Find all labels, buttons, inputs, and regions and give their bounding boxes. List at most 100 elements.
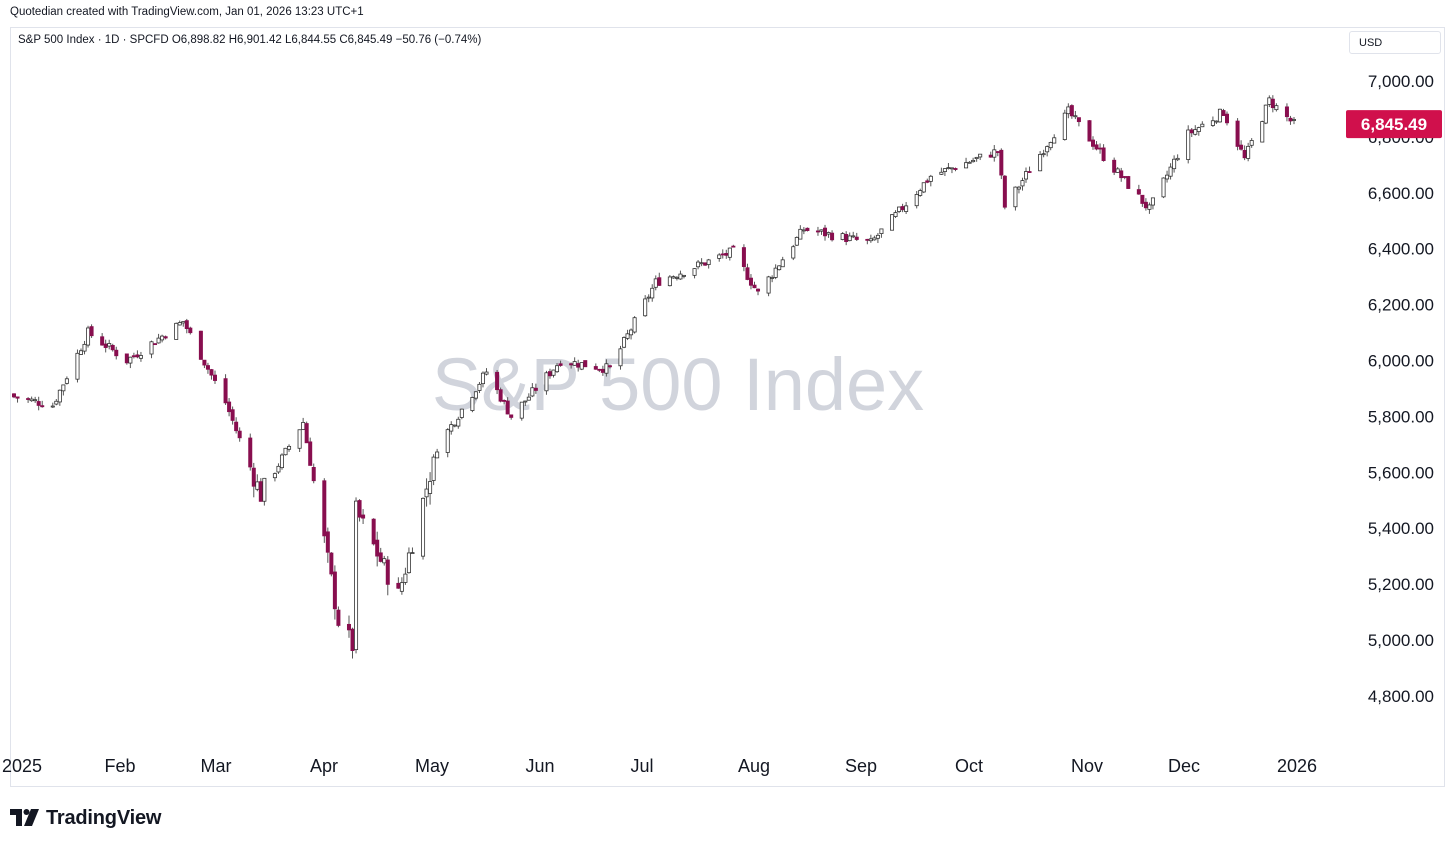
candle xyxy=(375,531,380,567)
price-axis-label: 5,800.00 xyxy=(1368,407,1434,426)
candle xyxy=(519,401,524,421)
candle-body-up xyxy=(431,456,436,481)
candle xyxy=(1052,134,1057,144)
candle xyxy=(971,157,976,163)
candle xyxy=(826,231,831,238)
candle-body-down xyxy=(1140,194,1145,204)
candle-body-up xyxy=(692,268,697,276)
candle xyxy=(1193,125,1198,136)
candle xyxy=(1249,138,1254,148)
candle-body-up xyxy=(61,384,66,392)
candle-body-up xyxy=(82,343,87,352)
candle xyxy=(272,472,277,482)
candle xyxy=(198,330,203,360)
candle-body-up xyxy=(54,400,59,405)
candle-body-up xyxy=(794,237,799,246)
candle-body-down xyxy=(1094,144,1099,150)
candle xyxy=(745,263,750,281)
candle-body-up xyxy=(78,350,83,355)
candle xyxy=(643,295,648,317)
tradingview-logo[interactable]: TradingView xyxy=(10,806,161,830)
candle xyxy=(403,567,408,585)
candle xyxy=(255,474,260,492)
candle-body-up xyxy=(572,361,577,366)
candle-body-down xyxy=(1225,113,1230,124)
candle-body-up xyxy=(868,238,873,242)
candle-body-up xyxy=(445,429,450,453)
candle xyxy=(830,230,835,242)
candle-body-down xyxy=(361,514,366,519)
candle-body-up xyxy=(459,408,464,418)
candle xyxy=(629,328,634,340)
candle xyxy=(780,256,785,268)
candle-body-down xyxy=(1143,201,1148,209)
candle xyxy=(1214,120,1219,125)
candle-body-up xyxy=(29,398,34,402)
last-price-marker: 6,845.49 xyxy=(1346,110,1442,139)
candle xyxy=(357,499,362,522)
candle xyxy=(36,396,41,411)
symbol-legend[interactable]: S&P 500 Index · 1D · SPCFD O6,898.82 H6,… xyxy=(18,34,482,46)
candle-body-up xyxy=(128,356,133,364)
candle xyxy=(223,374,228,405)
candle xyxy=(33,396,38,403)
price-axis-label: 6,000.00 xyxy=(1368,352,1434,371)
candle xyxy=(251,462,256,498)
candle-body-up xyxy=(1038,153,1043,172)
candle xyxy=(558,360,563,367)
candle-body-up xyxy=(64,378,69,384)
candle-body-up xyxy=(1066,106,1071,115)
candle-body-down xyxy=(223,378,228,404)
price-axis-label: 6,400.00 xyxy=(1368,240,1434,259)
candle-body-down xyxy=(583,360,588,368)
candle-body-up xyxy=(914,194,919,207)
candle xyxy=(283,447,288,456)
currency-button[interactable]: USD xyxy=(1349,31,1441,54)
candle-body-down xyxy=(1189,129,1194,134)
candle-body-down xyxy=(325,531,330,553)
candle xyxy=(1115,167,1120,173)
candle-body-up xyxy=(1193,129,1198,135)
candle xyxy=(107,339,112,350)
candle-body-down xyxy=(1270,98,1275,109)
candle xyxy=(583,360,588,368)
candle xyxy=(653,275,658,291)
candle xyxy=(1284,103,1289,122)
watermark: S&P 500 Index xyxy=(432,343,924,426)
last-price-label: 6,845.49 xyxy=(1361,115,1427,134)
candle-body-down xyxy=(15,396,20,399)
candle-body-up xyxy=(403,573,408,583)
candle-body-up xyxy=(456,418,461,427)
candle-body-down xyxy=(576,363,581,368)
candle-body-up xyxy=(629,329,634,336)
candle-body-up xyxy=(272,473,277,479)
candle-body-up xyxy=(551,369,556,376)
candle xyxy=(1200,121,1205,128)
candle xyxy=(1172,155,1177,173)
candle xyxy=(248,433,253,471)
candle-body-down xyxy=(329,552,334,575)
candle-body-down xyxy=(131,355,136,358)
candle-body-down xyxy=(163,336,168,339)
candle xyxy=(1038,151,1043,172)
candle xyxy=(794,236,799,246)
candle xyxy=(205,362,210,374)
candle-body-down xyxy=(124,353,129,364)
candle-body-up xyxy=(1196,127,1201,133)
candle xyxy=(844,231,849,246)
candle xyxy=(625,329,630,341)
candle-body-down xyxy=(569,363,574,366)
candle xyxy=(752,281,757,289)
candle xyxy=(766,275,771,297)
candle-body-up xyxy=(424,488,429,498)
candle-body-up xyxy=(262,477,267,502)
time-axis-label: Sep xyxy=(845,756,877,776)
candle-body-down xyxy=(205,365,210,370)
candle xyxy=(1263,104,1268,125)
candle xyxy=(350,627,355,659)
candle xyxy=(756,288,761,296)
candle-body-down xyxy=(600,368,605,373)
candle-body-down xyxy=(304,423,309,444)
candle-body-up xyxy=(1210,120,1215,126)
